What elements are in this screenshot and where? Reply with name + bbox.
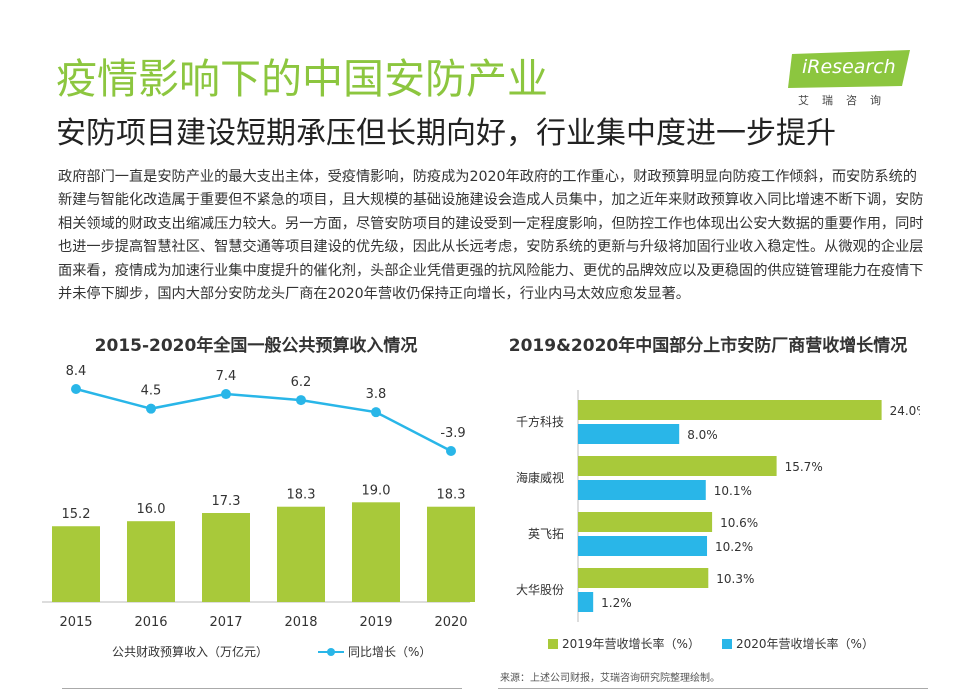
bar-label-海康威视-1: 10.1% xyxy=(714,484,752,498)
y-tick-英飞拓: 英飞拓 xyxy=(528,527,564,541)
bar-2019 xyxy=(352,502,400,602)
bar-大华股份-0 xyxy=(578,568,709,588)
right-legend-2019-label: 2019年营收增长率（%） xyxy=(562,637,700,651)
right-chart-title: 2019&2020年中国部分上市安防厂商营收增长情况 xyxy=(508,336,908,356)
left-legend-line-label: 同比增长（%） xyxy=(348,645,432,659)
growth-point-2018 xyxy=(296,395,306,406)
bar-2018 xyxy=(277,506,325,602)
page-title: 疫情影响下的中国安防产业 xyxy=(56,55,548,103)
bar-label-大华股份-0: 10.3% xyxy=(716,572,754,586)
bar-2015 xyxy=(52,526,100,602)
iresearch-logo: iResearch 艾瑞咨询 xyxy=(786,50,912,112)
bar-label-2015: 15.2 xyxy=(62,507,91,522)
left-divider xyxy=(62,688,462,689)
growth-line xyxy=(75,387,452,453)
bar-海康威视-0 xyxy=(578,456,777,476)
bar-label-2016: 16.0 xyxy=(137,502,166,517)
x-tick-2019: 2019 xyxy=(359,615,392,630)
right-legend-2020-label: 2020年营收增长率（%） xyxy=(736,637,874,651)
bar-英飞拓-0 xyxy=(578,512,713,532)
legend-swatch-2020 xyxy=(722,638,732,649)
bar-label-千方科技-1: 8.0% xyxy=(687,428,718,442)
x-tick-2020: 2020 xyxy=(434,615,467,630)
right-legend-2020: 2020年营收增长率（%） xyxy=(722,635,874,652)
bar-英飞拓-1 xyxy=(578,536,708,556)
y-tick-千方科技: 千方科技 xyxy=(516,414,564,429)
growth-label-2017: 7.4 xyxy=(216,369,237,384)
bar-2016 xyxy=(127,521,175,602)
bar-label-英飞拓-0: 10.6% xyxy=(720,516,758,530)
logo-brand-text: iResearch xyxy=(802,56,896,78)
growth-label-2020: -3.9 xyxy=(440,426,465,441)
bar-label-大华股份-1: 1.2% xyxy=(601,596,632,610)
bar-2020 xyxy=(427,506,475,602)
left-legend-bar-label: 公共财政预算收入（万亿元） xyxy=(112,645,269,659)
logo-badge-shape xyxy=(788,50,910,88)
source-note: 来源：上述公司财报，艾瑞咨询研究院整理绘制。 xyxy=(500,673,720,684)
logo-cn-text: 艾瑞咨询 xyxy=(798,94,894,107)
bar-label-千方科技-0: 24.0% xyxy=(890,404,920,418)
legend-swatch-2019 xyxy=(548,638,558,649)
bar-label-英飞拓-1: 10.2% xyxy=(715,540,753,554)
legend-line-marker xyxy=(318,647,344,656)
left-legend-bar: 公共财政预算收入（万亿元） xyxy=(112,643,268,660)
page-subtitle: 安防项目建设短期承压但长期向好，行业集中度进一步提升 xyxy=(56,116,836,151)
right-legend-2019: 2019年营收增长率（%） xyxy=(548,635,700,652)
bar-大华股份-1 xyxy=(578,592,594,612)
bar-label-2017: 17.3 xyxy=(212,494,241,509)
bar-2017 xyxy=(202,513,250,602)
growth-label-2015: 8.4 xyxy=(66,364,87,379)
bar-label-2019: 19.0 xyxy=(362,483,391,498)
growth-label-2016: 4.5 xyxy=(141,384,162,399)
x-tick-2016: 2016 xyxy=(134,615,167,630)
bar-label-2020: 18.3 xyxy=(437,488,466,503)
bar-label-海康威视-0: 15.7% xyxy=(785,460,823,474)
growth-point-2020 xyxy=(446,446,456,456)
y-tick-海康威视: 海康威视 xyxy=(516,470,564,485)
bar-千方科技-1 xyxy=(578,424,680,444)
growth-point-2019 xyxy=(371,407,381,418)
bar-千方科技-0 xyxy=(578,400,882,420)
y-tick-大华股份: 大华股份 xyxy=(516,583,564,597)
growth-point-2017 xyxy=(221,389,231,400)
growth-point-2015 xyxy=(71,384,81,394)
x-tick-2018: 2018 xyxy=(284,615,317,630)
growth-point-2016 xyxy=(146,403,156,414)
bar-label-2018: 18.3 xyxy=(287,488,316,503)
left-chart: 15.2 2015 16.0 2016 17.3 2017 18.3 2018 19.0 2019… xyxy=(42,364,475,630)
right-chart: 千方科技 24.0% 8.0% 海康威视 15.7% 10.1% 英飞拓 10.6% 10.2%… xyxy=(516,390,920,622)
growth-label-2019: 3.8 xyxy=(366,387,387,402)
right-divider xyxy=(498,688,928,689)
x-tick-2015: 2015 xyxy=(59,615,92,630)
bar-海康威视-1 xyxy=(578,480,706,500)
growth-label-2018: 6.2 xyxy=(291,375,312,390)
left-legend-line: 同比增长（%） xyxy=(318,643,431,660)
body-paragraph: 政府部门一直是安防产业的最大支出主体，受疫情影响，防疫成为2020年政府的工作重… xyxy=(58,169,924,303)
left-chart-title: 2015-2020年全国一般公共预算收入情况 xyxy=(94,336,418,356)
x-tick-2017: 2017 xyxy=(209,615,242,630)
